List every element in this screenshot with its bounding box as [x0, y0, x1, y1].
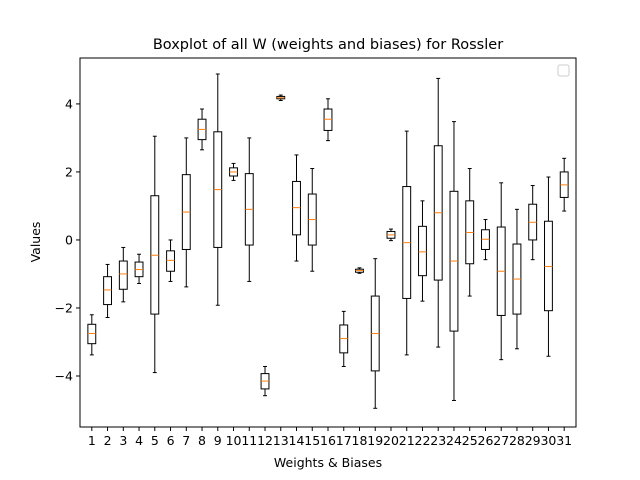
box-10: [229, 162, 238, 181]
box-20: [386, 228, 396, 242]
box-5: [150, 135, 160, 374]
y-tick-label: 2: [65, 164, 73, 179]
x-tick-label: 9: [214, 433, 222, 448]
y-tick-label: −4: [55, 368, 73, 383]
box-body: [418, 225, 427, 277]
box-body: [323, 108, 333, 131]
box-15: [307, 168, 317, 272]
box-body: [166, 250, 175, 272]
x-tick-label: 16: [320, 433, 336, 448]
box-26: [481, 219, 490, 261]
x-tick-label: 1: [88, 433, 96, 448]
x-tick-label: 28: [509, 433, 525, 448]
box-28: [512, 208, 522, 350]
box-body: [118, 260, 128, 290]
x-tick-label: 8: [198, 433, 206, 448]
box-16: [323, 98, 333, 142]
box-8: [197, 108, 207, 151]
x-tick-label: 13: [273, 433, 289, 448]
y-axis-label: Values: [28, 222, 43, 263]
box-1: [87, 314, 97, 356]
box-17: [339, 310, 349, 367]
x-tick-label: 20: [383, 433, 399, 448]
box-22: [418, 200, 427, 302]
x-tick-label: 23: [430, 433, 446, 448]
box-6: [166, 239, 175, 282]
x-tick-label: 21: [399, 433, 415, 448]
x-tick-label: 10: [226, 433, 242, 448]
x-tick-label: 6: [167, 433, 175, 448]
x-tick-label: 18: [352, 433, 368, 448]
x-tick-label: 30: [540, 433, 556, 448]
box-13: [276, 94, 286, 102]
x-tick-label: 2: [104, 433, 112, 448]
x-tick-label: 25: [462, 433, 478, 448]
x-tick-label: 19: [367, 433, 383, 448]
y-tick-label: 0: [65, 232, 73, 247]
legend-box: [557, 64, 570, 77]
x-tick-label: 5: [151, 433, 159, 448]
box-12: [260, 365, 270, 397]
x-tick-label: 27: [493, 433, 509, 448]
x-tick-label: 31: [556, 433, 572, 448]
chart-title: Boxplot of all W (weights and biases) fo…: [153, 37, 503, 53]
y-tick-label: 4: [65, 96, 73, 111]
box-29: [528, 185, 538, 261]
box-27: [496, 182, 506, 361]
box-7: [181, 137, 191, 288]
box-25: [465, 168, 475, 297]
box-18: [355, 267, 364, 274]
x-tick-label: 14: [289, 433, 305, 448]
box-4: [134, 253, 144, 284]
box-body: [292, 180, 301, 236]
x-tick-label: 24: [446, 433, 462, 448]
x-tick-label: 11: [241, 433, 257, 448]
x-tick-label: 15: [304, 433, 320, 448]
x-tick-label: 4: [135, 433, 143, 448]
x-axis-label: Weights & Biases: [274, 455, 382, 470]
y-tick-label: −2: [55, 300, 73, 315]
box-30: [544, 176, 553, 357]
box-2: [103, 263, 112, 318]
box-body: [544, 220, 553, 312]
box-31: [559, 157, 569, 212]
box-23: [433, 77, 443, 348]
box-14: [292, 154, 301, 262]
box-body: [103, 276, 112, 306]
box-3: [118, 246, 128, 303]
x-tick-label: 3: [119, 433, 127, 448]
box-24: [449, 121, 459, 401]
box-21: [402, 130, 412, 356]
x-tick-label: 7: [182, 433, 190, 448]
x-tick-label: 22: [415, 433, 431, 448]
x-tick-label: 12: [257, 433, 273, 448]
box-body: [87, 323, 97, 345]
box-9: [213, 73, 223, 306]
x-tick-label: 17: [336, 433, 352, 448]
box-19: [370, 258, 380, 409]
x-tick-label: 29: [525, 433, 541, 448]
box-11: [244, 137, 254, 282]
x-tick-label: 26: [478, 433, 494, 448]
